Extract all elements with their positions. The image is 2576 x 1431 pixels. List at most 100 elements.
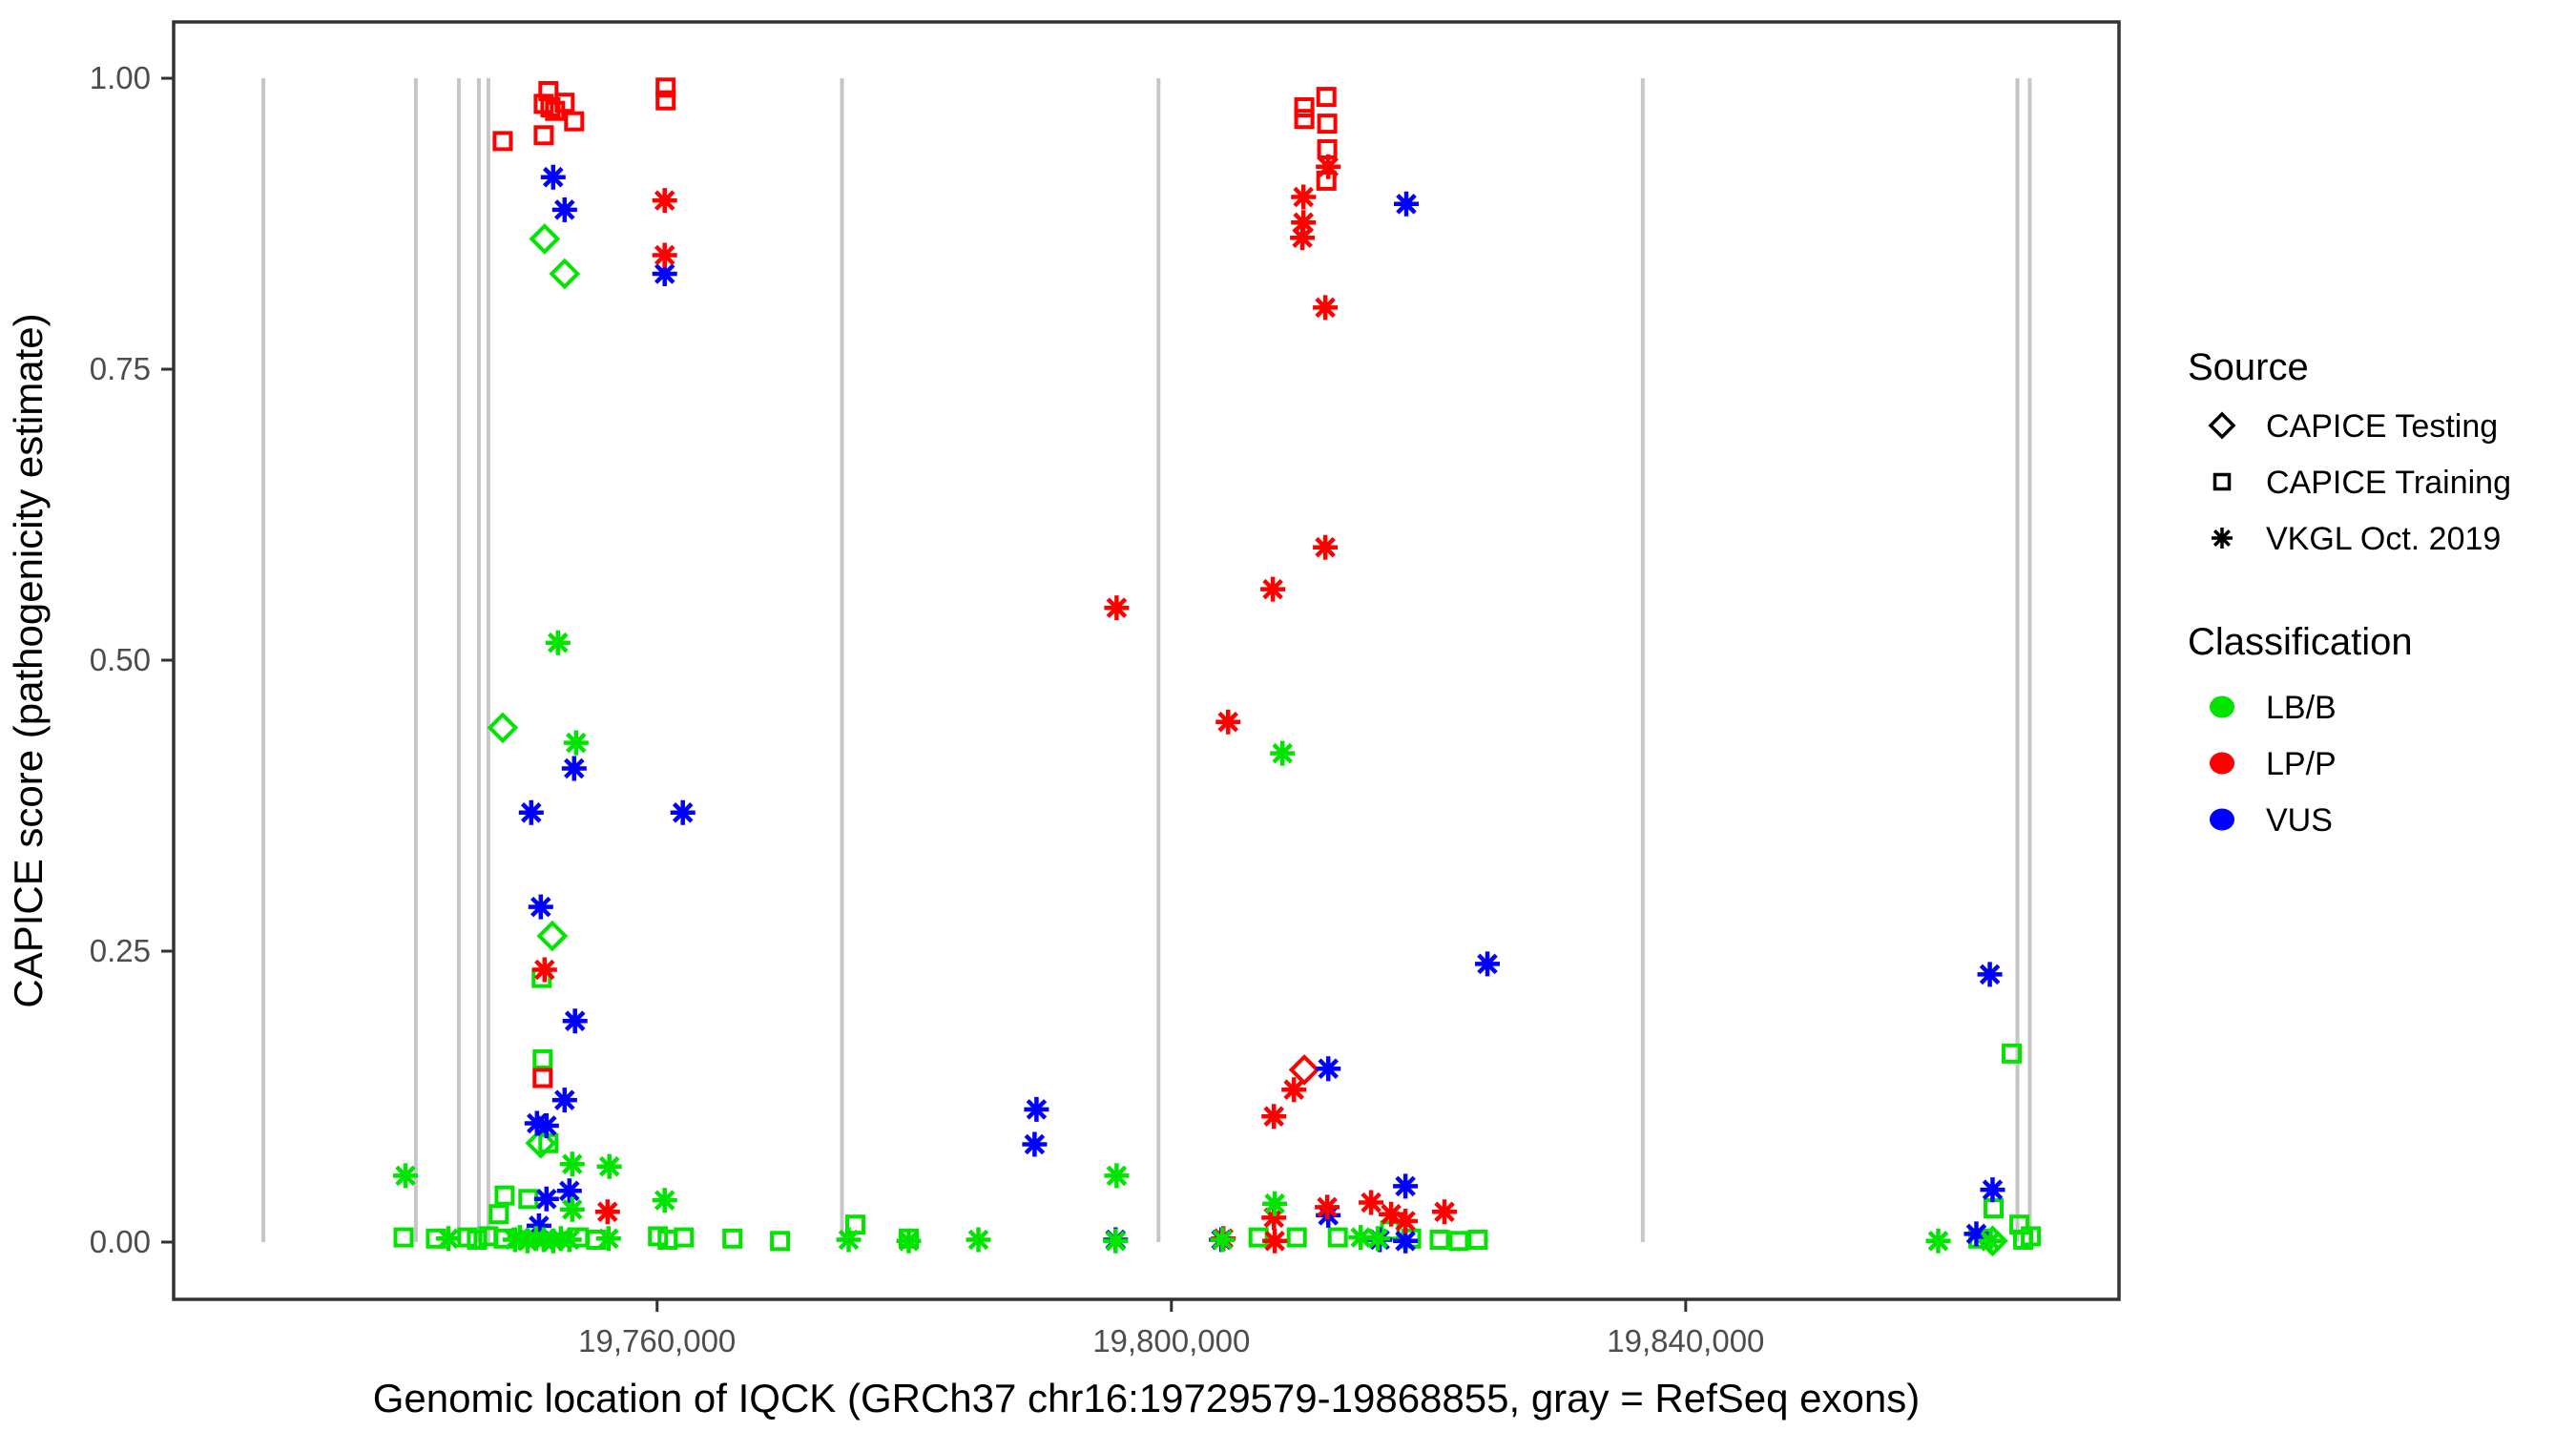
data-point-square	[1467, 1230, 1488, 1250]
y-tick-label-1: 0.25	[90, 933, 151, 968]
data-point-asterisk	[896, 1228, 922, 1254]
legend-item-label: VUS	[2266, 802, 2333, 839]
data-point-asterisk	[1104, 1163, 1130, 1189]
data-point-asterisk	[551, 1088, 577, 1113]
data-point-asterisk	[1103, 1228, 1129, 1254]
data-point-asterisk	[559, 1196, 585, 1222]
data-point-asterisk	[562, 1008, 588, 1034]
data-point-asterisk	[1281, 1077, 1307, 1103]
y-axis-title: CAPICE score (pathogenicity estimate)	[6, 313, 51, 1007]
data-point-asterisk	[507, 1225, 532, 1251]
legend-item-lb-b: LB/B	[2210, 690, 2337, 726]
data-point-square	[1317, 114, 1338, 135]
data-point-asterisk	[533, 1186, 559, 1212]
data-point-asterisk	[1262, 1191, 1288, 1216]
data-point-square	[1327, 1227, 1348, 1248]
series-vkgl-oct-2019-lb-b	[393, 630, 2004, 1254]
data-point-square	[467, 1230, 488, 1250]
circle-icon	[2210, 695, 2234, 718]
square-icon	[2212, 472, 2232, 491]
data-point-square	[1429, 1230, 1450, 1250]
data-point-asterisk	[1393, 1228, 1419, 1254]
data-point-square	[1448, 1231, 1469, 1252]
circle-icon	[2210, 752, 2234, 775]
data-point-asterisk	[1315, 1194, 1340, 1220]
data-point-square	[674, 1227, 695, 1248]
data-point-asterisk	[1316, 1056, 1341, 1082]
data-point-asterisk	[1261, 1205, 1287, 1231]
data-point-asterisk	[966, 1227, 991, 1253]
circle-icon	[2210, 808, 2234, 831]
data-point-square	[393, 1227, 414, 1248]
data-point-square	[532, 1048, 553, 1069]
legend-classification-items: LB/B LP/P VUS	[2210, 690, 2337, 839]
legend-item-vus: VUS	[2210, 802, 2333, 839]
series-capice-testing-lb-b	[487, 223, 2008, 1257]
x-tick-label-1: 19,800,000	[1092, 1323, 1250, 1358]
data-point-asterisk	[1394, 191, 1419, 217]
data-point-asterisk	[652, 188, 677, 214]
data-point-asterisk	[1104, 595, 1130, 621]
data-point-asterisk	[1475, 951, 1500, 977]
data-point-asterisk	[1359, 1190, 1384, 1215]
data-point-square	[494, 1185, 515, 1206]
data-point-asterisk	[1290, 225, 1316, 251]
data-point-square	[1286, 1227, 1307, 1248]
legend-item-label: CAPICE Testing	[2266, 408, 2498, 445]
data-point-asterisk	[1260, 576, 1286, 602]
x-axis-title: Genomic location of IQCK (GRCh37 chr16:1…	[373, 1376, 1920, 1421]
data-point-asterisk	[1313, 295, 1339, 321]
y-axis: 0.00 0.25 0.50 0.75 1.00	[90, 60, 174, 1259]
data-point-asterisk	[1210, 1227, 1236, 1253]
data-point-asterisk	[540, 164, 566, 190]
legend-item-label: LB/B	[2266, 690, 2337, 726]
data-point-square	[2002, 1043, 2022, 1064]
data-point-asterisk	[1977, 962, 2003, 987]
data-point-asterisk	[1348, 1225, 1374, 1251]
data-point-asterisk	[528, 894, 553, 920]
data-point-asterisk	[1393, 1209, 1419, 1234]
data-point-asterisk	[533, 1113, 559, 1138]
data-point-square	[492, 131, 513, 152]
data-point-square	[488, 1204, 509, 1225]
data-point-asterisk	[1313, 534, 1339, 560]
x-tick-label-0: 19,760,000	[578, 1323, 736, 1358]
series-vkgl-oct-2019-lp-p	[531, 154, 1457, 1254]
data-point-asterisk	[545, 630, 571, 655]
y-tick-label-0: 0.00	[90, 1224, 151, 1259]
data-point-asterisk	[518, 799, 544, 825]
data-point-diamond	[536, 920, 569, 952]
data-point-asterisk	[435, 1226, 461, 1252]
data-point-square	[655, 77, 676, 98]
series-capice-testing-lp-p	[1288, 1054, 1320, 1086]
data-point-asterisk	[836, 1227, 862, 1253]
data-point-asterisk	[670, 799, 696, 825]
data-point-diamond	[487, 712, 519, 744]
data-point-asterisk	[1022, 1131, 1048, 1157]
data-point-square	[533, 125, 554, 146]
diamond-icon	[2208, 411, 2236, 440]
data-point-asterisk	[1291, 210, 1317, 236]
data-point-asterisk	[559, 1151, 585, 1177]
data-point-asterisk	[1925, 1228, 1951, 1254]
legend-item-label: VKGL Oct. 2019	[2266, 521, 2501, 557]
data-point-diamond	[1288, 1054, 1320, 1086]
data-point-square	[532, 1068, 553, 1089]
data-point-asterisk	[1393, 1173, 1419, 1199]
data-point-asterisk	[596, 1153, 622, 1179]
data-point-asterisk	[1316, 154, 1341, 179]
legend: Source CAPICE Testing CAPICE Training VKGL…	[2188, 346, 2511, 839]
data-point-asterisk	[1262, 1228, 1288, 1254]
data-point-square	[1248, 1227, 1269, 1248]
data-point-asterisk	[551, 197, 577, 222]
legend-classification-title: Classification	[2188, 621, 2413, 663]
data-point-asterisk	[1270, 740, 1296, 766]
data-point-square	[722, 1228, 743, 1249]
data-point-square	[655, 90, 676, 111]
y-tick-label-4: 1.00	[90, 60, 151, 95]
data-point-asterisk	[1024, 1096, 1049, 1122]
data-point-square	[540, 97, 561, 117]
data-point-diamond	[525, 1127, 557, 1159]
